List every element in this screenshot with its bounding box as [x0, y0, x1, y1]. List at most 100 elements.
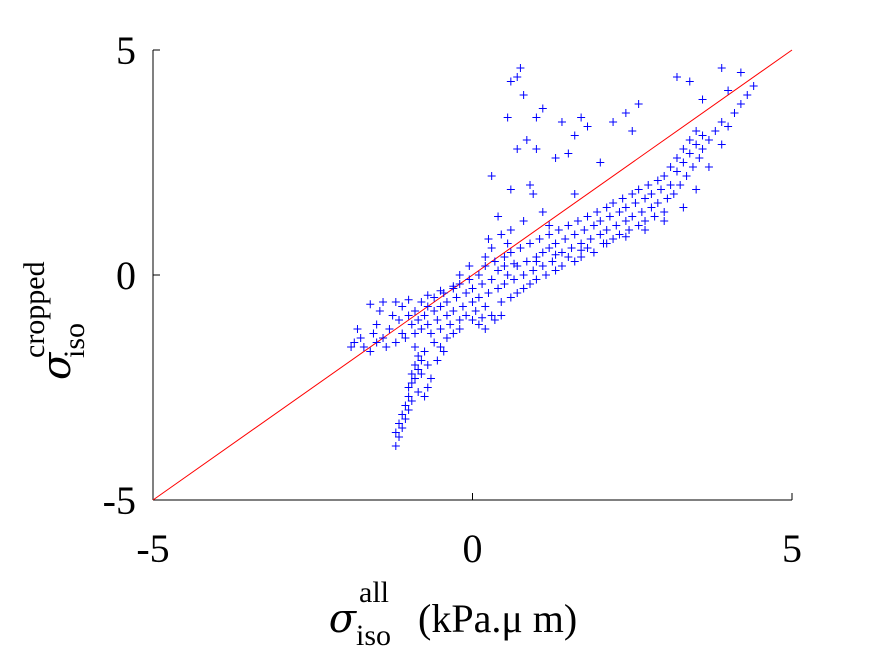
data-point	[692, 185, 701, 194]
data-point	[589, 248, 598, 257]
data-point	[414, 352, 423, 360]
data-point	[366, 300, 375, 309]
data-point	[545, 230, 554, 239]
data-point	[577, 253, 586, 261]
data-point	[404, 311, 413, 320]
data-point	[602, 203, 611, 212]
data-point	[382, 343, 391, 351]
data-point	[494, 266, 503, 275]
data-point	[532, 113, 541, 122]
data-points	[347, 64, 758, 450]
data-point	[647, 203, 656, 212]
data-point	[615, 208, 624, 216]
data-point	[404, 406, 413, 414]
data-point	[583, 244, 592, 252]
data-point	[494, 284, 503, 293]
data-point	[497, 311, 506, 320]
data-point	[526, 181, 535, 189]
data-point	[417, 356, 426, 365]
data-point	[500, 280, 509, 288]
data-point	[685, 149, 694, 158]
data-point	[513, 145, 522, 153]
data-point	[410, 361, 419, 369]
reference-line-y-equals-x	[152, 49, 793, 501]
data-point	[423, 361, 432, 369]
data-point	[484, 289, 493, 297]
data-point	[641, 217, 650, 225]
data-point	[446, 320, 455, 329]
data-point	[605, 212, 614, 221]
data-point	[474, 271, 483, 279]
data-point	[395, 316, 404, 324]
data-point	[462, 311, 471, 320]
data-point	[704, 163, 713, 171]
data-point	[410, 329, 419, 338]
data-point	[596, 217, 605, 225]
data-point	[612, 221, 621, 230]
data-point	[580, 226, 589, 234]
data-point	[570, 230, 579, 239]
y-tick-label: 5	[116, 28, 136, 73]
data-point	[724, 122, 733, 131]
data-point	[666, 181, 675, 189]
data-point	[621, 203, 630, 212]
data-point	[391, 338, 400, 347]
data-point	[570, 257, 579, 266]
data-point	[519, 284, 528, 293]
data-point	[369, 329, 378, 338]
data-point	[375, 307, 384, 315]
data-point	[401, 415, 410, 423]
data-point	[711, 127, 720, 135]
data-point	[653, 176, 662, 185]
data-point	[685, 77, 694, 86]
data-point	[391, 298, 400, 306]
data-point	[637, 208, 646, 216]
data-point	[353, 325, 362, 333]
data-point	[423, 291, 432, 300]
data-point	[551, 239, 560, 248]
data-point	[388, 311, 397, 320]
data-point	[356, 334, 365, 342]
data-point	[567, 244, 576, 252]
data-point	[644, 181, 653, 189]
x-tick-label: 0	[463, 526, 483, 571]
data-point	[487, 311, 496, 320]
data-point	[535, 235, 544, 243]
data-point	[561, 235, 570, 243]
data-point	[628, 190, 637, 198]
data-point	[516, 244, 525, 252]
data-point	[494, 212, 503, 221]
data-point	[372, 338, 381, 347]
data-point	[398, 302, 407, 311]
data-point	[577, 113, 586, 122]
data-point	[474, 293, 483, 302]
data-point	[430, 338, 439, 347]
data-point	[442, 311, 451, 320]
data-point	[564, 253, 573, 261]
data-point	[692, 127, 701, 135]
data-point	[557, 248, 566, 257]
data-point	[503, 271, 512, 279]
data-point	[506, 248, 515, 257]
data-point	[442, 334, 451, 342]
data-point	[506, 293, 515, 302]
data-point	[513, 289, 522, 297]
data-point	[538, 248, 547, 257]
data-point	[541, 271, 550, 279]
data-point	[519, 217, 528, 225]
data-point	[621, 217, 630, 225]
data-point	[526, 239, 535, 248]
data-point	[423, 302, 432, 311]
data-point	[589, 221, 598, 230]
tick-labels: -5 0 5 -5 0 5	[103, 28, 802, 571]
data-point	[602, 239, 611, 248]
data-point	[717, 140, 726, 149]
axes	[152, 49, 793, 501]
data-point	[621, 109, 630, 117]
data-point	[395, 419, 404, 428]
data-point	[391, 442, 400, 450]
data-point	[366, 347, 375, 356]
data-point	[398, 410, 407, 419]
data-point	[695, 154, 704, 162]
data-point	[398, 329, 407, 338]
